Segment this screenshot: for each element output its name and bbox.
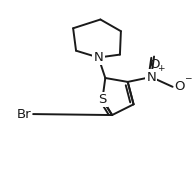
Text: N: N	[146, 71, 156, 83]
Text: O: O	[149, 58, 159, 71]
Text: S: S	[98, 93, 106, 106]
Text: O: O	[174, 80, 185, 93]
Text: Br: Br	[17, 108, 31, 121]
Text: +: +	[157, 64, 164, 73]
Text: −: −	[184, 74, 192, 82]
Text: N: N	[94, 51, 103, 64]
